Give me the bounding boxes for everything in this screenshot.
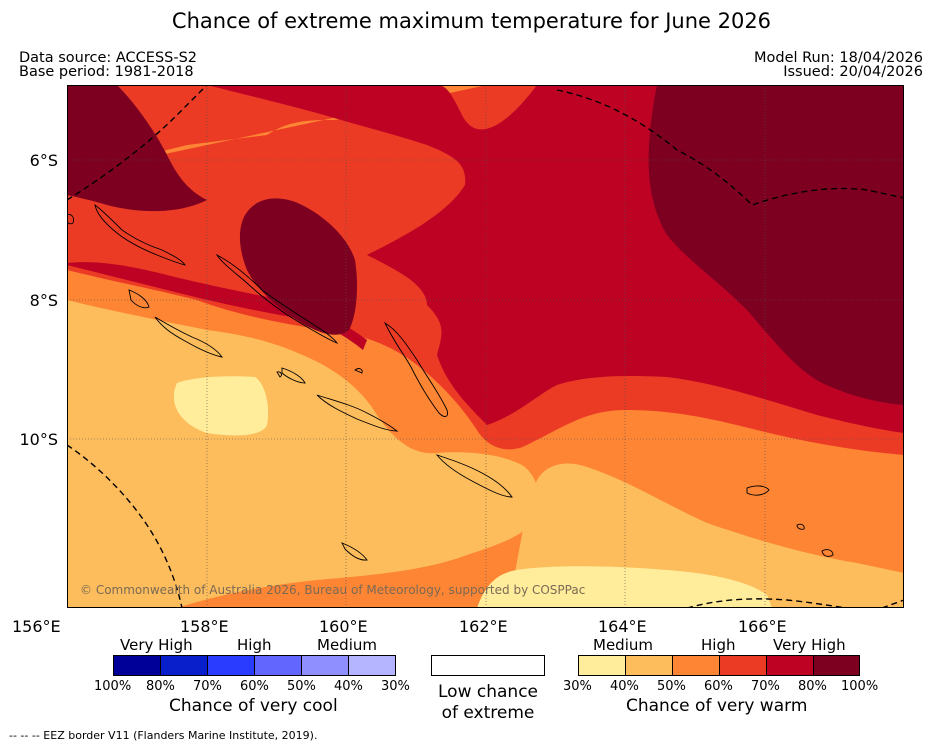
warm-tick-100: 100% [841, 679, 879, 694]
warm-tick-50: 50% [657, 679, 686, 694]
cool-swatch-4 [254, 655, 302, 676]
lat-label-10s: 10°S [19, 430, 58, 449]
lon-label-162e: 162°E [459, 617, 508, 636]
lat-label-8s: 8°S [29, 291, 58, 310]
cool-swatch-1 [113, 655, 161, 676]
cool-tick-60: 60% [240, 679, 269, 694]
cool-tick-40: 40% [334, 679, 363, 694]
lon-label-164e: 164°E [598, 617, 647, 636]
lon-label-156e: 156°E [12, 617, 61, 636]
cool-tick-80: 80% [146, 679, 175, 694]
warm-tick-40: 40% [610, 679, 639, 694]
zone-20-30-a [173, 376, 269, 436]
copyright-notice: © Commonwealth of Australia 2026, Bureau… [80, 583, 586, 597]
island-outlines [67, 203, 834, 561]
issued-date: Issued: 20/04/2026 [783, 64, 923, 80]
chart-title: Chance of extreme maximum temperature fo… [171, 9, 772, 33]
neutral-label-line1: Low chance [438, 682, 538, 702]
warm-tick-70: 70% [751, 679, 780, 694]
probability-map [67, 85, 904, 608]
cool-tick-50: 50% [287, 679, 316, 694]
eez-footnote: -- -- -- EEZ border V11 (Flanders Marine… [9, 729, 318, 742]
cool-category-medium: Medium [317, 636, 377, 654]
warm-category-high: High [701, 636, 736, 654]
lon-label-158e: 158°E [180, 617, 229, 636]
cool-swatch-5 [301, 655, 349, 676]
cool-legend-label: Chance of very cool [169, 696, 338, 716]
warm-legend-label: Chance of very warm [626, 696, 808, 716]
cool-tick-30: 30% [381, 679, 410, 694]
warm-tick-80: 80% [798, 679, 827, 694]
graticule [67, 85, 904, 608]
warm-swatch-5 [766, 655, 814, 676]
lon-label-166e: 166°E [738, 617, 787, 636]
zone-30-40-west [67, 300, 539, 608]
eez-borders [67, 85, 904, 608]
cool-swatch-3 [207, 655, 255, 676]
warm-swatch-4 [719, 655, 767, 676]
base-period: Base period: 1981-2018 [19, 64, 194, 80]
model-run: Model Run: 18/04/2026 [753, 50, 923, 66]
cool-category-high: High [237, 636, 272, 654]
cool-tick-100: 100% [94, 679, 132, 694]
warm-swatch-3 [672, 655, 720, 676]
neutral-label-line2: of extreme [441, 703, 535, 723]
warm-swatch-6 [813, 655, 860, 676]
cool-category-very-high: Very High [120, 636, 193, 654]
data-source: Data source: ACCESS-S2 [19, 50, 198, 66]
lon-label-160e: 160°E [319, 617, 368, 636]
zone-20-30-b [477, 566, 772, 608]
warm-swatch-1 [578, 655, 626, 676]
warm-category-medium: Medium [593, 636, 653, 654]
cool-swatch-2 [160, 655, 208, 676]
warm-category-very-high: Very High [773, 636, 846, 654]
warm-tick-60: 60% [704, 679, 733, 694]
cool-swatch-6 [348, 655, 396, 676]
zone-80-100-central [239, 198, 357, 335]
lat-label-6s: 6°S [29, 151, 58, 170]
warm-swatch-2 [625, 655, 673, 676]
zone-80-100-east [648, 85, 904, 405]
warm-tick-30: 30% [563, 679, 592, 694]
zone-80-100-west [67, 85, 207, 212]
neutral-swatch [431, 655, 545, 676]
cool-tick-70: 70% [193, 679, 222, 694]
